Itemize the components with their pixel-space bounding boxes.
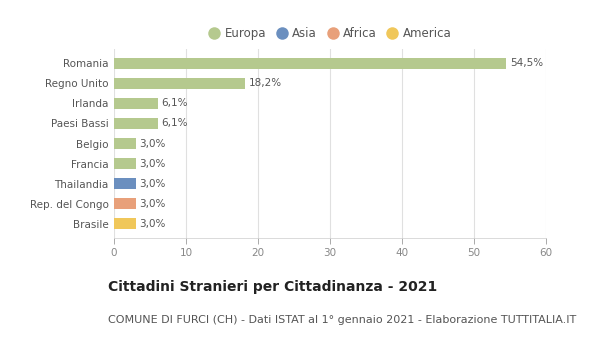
Text: 3,0%: 3,0% [139,219,166,229]
Bar [114,158,136,169]
Text: 54,5%: 54,5% [510,58,543,68]
Text: Cittadini Stranieri per Cittadinanza - 2021: Cittadini Stranieri per Cittadinanza - 2… [108,280,437,294]
Bar [114,178,136,189]
Text: 3,0%: 3,0% [139,139,166,148]
Bar [114,78,245,89]
Text: 6,1%: 6,1% [161,118,188,128]
Bar [114,138,136,149]
Text: 3,0%: 3,0% [139,199,166,209]
Legend: Europa, Asia, Africa, America: Europa, Asia, Africa, America [203,23,457,45]
Bar [114,58,506,69]
Bar [114,118,158,129]
Bar [114,198,136,209]
Text: 6,1%: 6,1% [161,98,188,108]
Text: COMUNE DI FURCI (CH) - Dati ISTAT al 1° gennaio 2021 - Elaborazione TUTTITALIA.I: COMUNE DI FURCI (CH) - Dati ISTAT al 1° … [108,315,576,325]
Text: 3,0%: 3,0% [139,159,166,169]
Bar [114,98,158,109]
Bar [114,218,136,229]
Text: 18,2%: 18,2% [248,78,282,88]
Text: 3,0%: 3,0% [139,179,166,189]
